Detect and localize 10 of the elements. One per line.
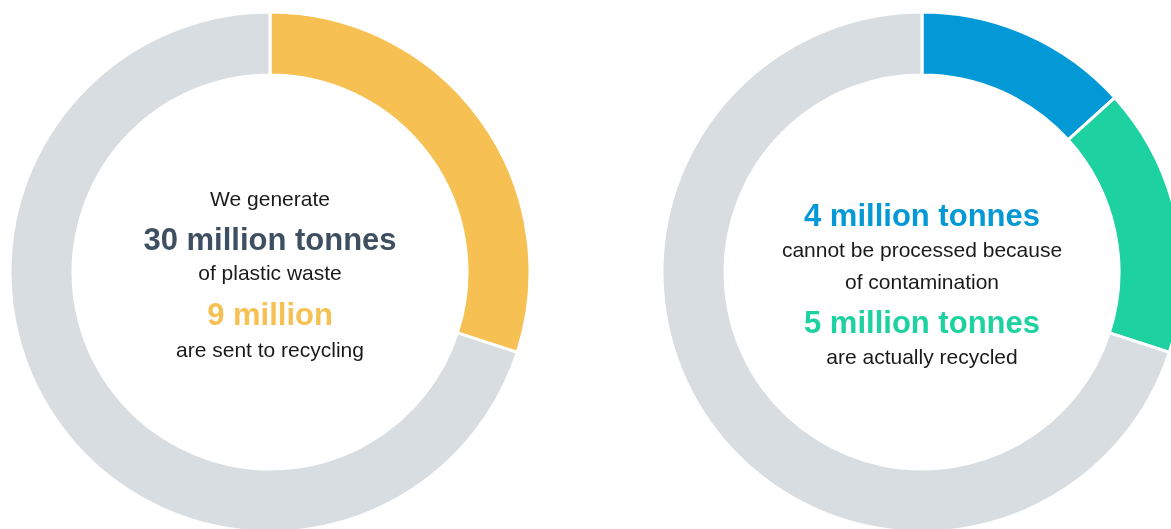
text: cannot be processed because: [781, 238, 1063, 261]
text: are sent to recycling: [176, 338, 364, 361]
text: of contamination: [844, 270, 1000, 293]
text: 9 million: [207, 297, 333, 332]
text: We generate: [210, 187, 330, 210]
text: 30 million tonnes: [143, 222, 397, 257]
text: 5 million tonnes: [804, 305, 1040, 340]
text: are actually recycled: [826, 345, 1018, 368]
text: of plastic waste: [198, 261, 342, 284]
text: 4 million tonnes: [804, 198, 1040, 233]
